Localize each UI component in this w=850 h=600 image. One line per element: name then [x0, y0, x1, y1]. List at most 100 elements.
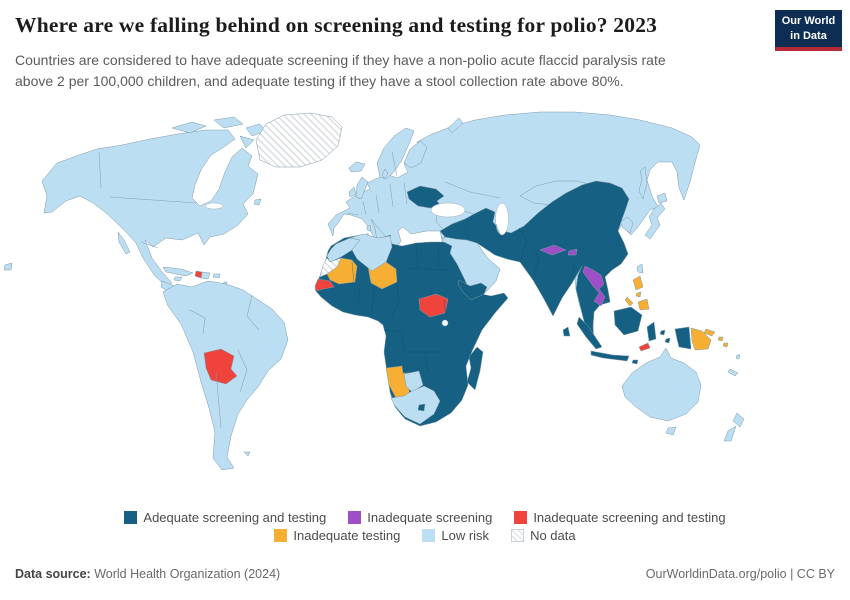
country-senegal[interactable] [314, 278, 335, 292]
data-source-value: World Health Organization (2024) [90, 567, 281, 581]
legend-swatch-inadequate-screening[interactable] [348, 511, 362, 524]
country-dominican-republic[interactable] [200, 271, 211, 280]
country-new-zealand-north[interactable] [732, 412, 745, 428]
great-lakes [204, 202, 224, 210]
country-philippines-palawan[interactable] [624, 296, 634, 307]
island-vanuatu[interactable] [735, 354, 741, 360]
legend-swatch-inadequate-testing[interactable] [274, 529, 288, 542]
lake-victoria [441, 319, 449, 327]
country-south-sudan[interactable] [418, 293, 449, 318]
legend-swatch-adequate[interactable] [124, 511, 138, 524]
country-philippines-mindanao[interactable] [637, 298, 650, 311]
country-bolivia[interactable] [203, 348, 238, 385]
country-jamaica[interactable] [173, 276, 183, 282]
legend-item-inadequate-testing[interactable]: Inadequate testing [274, 528, 400, 543]
country-south-korea[interactable] [619, 216, 634, 234]
country-papua-new-guinea[interactable] [690, 327, 712, 351]
island-novaya-zemlya[interactable] [447, 117, 464, 134]
country-ireland[interactable] [348, 186, 357, 198]
island-sakhalin[interactable] [638, 166, 648, 200]
legend-swatch-low-risk[interactable] [422, 529, 436, 542]
region-middle-east-to-asia[interactable] [439, 180, 630, 344]
country-japan[interactable] [644, 202, 666, 240]
island-taiwan[interactable] [636, 263, 644, 274]
legend-item-adequate[interactable]: Adequate screening and testing [124, 510, 326, 525]
island-tasmania[interactable] [665, 426, 677, 436]
country-new-zealand-south[interactable] [723, 425, 737, 442]
country-ukraine[interactable] [406, 185, 445, 209]
island-sulawesi[interactable] [646, 321, 657, 342]
legend-row-1: Adequate screening and testing Inadequat… [124, 510, 726, 525]
island-moluccas[interactable] [664, 337, 671, 344]
owid-logo[interactable]: Our World in Data [775, 10, 842, 51]
island-new-caledonia[interactable] [727, 368, 739, 377]
map-legend: Adequate screening and testing Inadequat… [0, 510, 850, 543]
island-hokkaido[interactable] [656, 192, 668, 204]
legend-label: Inadequate screening and testing [533, 510, 726, 525]
country-lesotho[interactable] [417, 403, 426, 412]
legend-swatch-inadequate-both[interactable] [514, 511, 528, 524]
footer-link[interactable]: OurWorldinData.org/polio | CC BY [645, 567, 835, 581]
legend-label: Low risk [441, 528, 490, 543]
region-baja-california[interactable] [117, 231, 131, 255]
legend-label: No data [530, 528, 576, 543]
chart-footer: Data source: World Health Organization (… [15, 567, 835, 581]
country-borders [98, 151, 576, 429]
country-puerto-rico[interactable] [212, 273, 221, 279]
island-aleutian[interactable] [3, 262, 13, 271]
island-borneo[interactable] [613, 306, 643, 336]
legend-item-low-risk[interactable]: Low risk [422, 528, 489, 543]
legend-item-inadequate-both[interactable]: Inadequate screening and testing [514, 510, 726, 525]
legend-item-no-data[interactable]: No data [511, 528, 576, 543]
island-new-britain[interactable] [703, 328, 716, 337]
country-laos-vietnam[interactable] [582, 265, 606, 307]
arctic-island[interactable] [213, 116, 244, 129]
island-corsica[interactable] [366, 224, 372, 232]
island-falkland[interactable] [243, 451, 251, 457]
legend-row-2: Inadequate testing Low risk No data [274, 528, 576, 543]
page-title: Where are we falling behind on screening… [15, 13, 658, 37]
island-lesser-sunda[interactable] [631, 359, 639, 365]
country-iceland[interactable] [348, 161, 366, 173]
island-java[interactable] [590, 350, 630, 362]
legend-item-inadequate-screening[interactable]: Inadequate screening [348, 510, 492, 525]
country-yemen[interactable] [457, 279, 488, 301]
country-nepal[interactable] [539, 244, 567, 256]
country-united-kingdom[interactable] [355, 176, 369, 200]
country-australia[interactable] [621, 347, 702, 422]
arctic-island[interactable] [239, 135, 255, 149]
country-finland[interactable] [403, 140, 428, 169]
legend-label: Adequate screening and testing [143, 510, 327, 525]
island-newfoundland[interactable] [253, 198, 262, 206]
country-timor-leste[interactable] [638, 342, 651, 352]
region-scandinavia[interactable] [376, 127, 415, 180]
country-cuba[interactable] [162, 266, 194, 277]
caspian-sea [495, 202, 509, 236]
data-source-label: Data source: [15, 567, 91, 581]
country-sri-lanka[interactable] [562, 326, 571, 337]
region-western-sahara[interactable] [319, 257, 342, 278]
island-moluccas[interactable] [659, 329, 666, 336]
island-solomon[interactable] [717, 336, 724, 342]
owid-logo-line2: in Data [790, 29, 827, 42]
region-west-papua[interactable] [674, 326, 692, 350]
region-north-america[interactable] [41, 129, 259, 287]
country-philippines-luzon[interactable] [632, 275, 644, 291]
chart-subtitle: Countries are considered to have adequat… [15, 52, 666, 89]
country-south-africa[interactable] [390, 385, 441, 425]
country-algeria[interactable] [349, 233, 393, 272]
legend-label: Inadequate screening [367, 510, 493, 525]
legend-label: Inadequate testing [293, 528, 401, 543]
island-sumatra[interactable] [576, 316, 603, 350]
arctic-island[interactable] [171, 121, 207, 134]
country-philippines-visayas[interactable] [635, 291, 642, 298]
island-solomon[interactable] [722, 342, 729, 348]
country-denmark[interactable] [381, 168, 389, 179]
country-madagascar[interactable] [466, 346, 484, 391]
country-bhutan[interactable] [567, 248, 578, 256]
country-greenland[interactable] [255, 112, 343, 168]
legend-swatch-no-data[interactable] [511, 529, 525, 542]
country-haiti[interactable] [194, 270, 203, 279]
